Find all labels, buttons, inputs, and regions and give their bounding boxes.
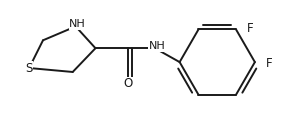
Text: NH: NH — [69, 19, 86, 29]
Text: F: F — [247, 22, 253, 35]
Text: O: O — [123, 77, 133, 90]
Text: S: S — [25, 61, 33, 74]
Text: F: F — [265, 57, 272, 70]
Text: NH: NH — [148, 41, 165, 51]
